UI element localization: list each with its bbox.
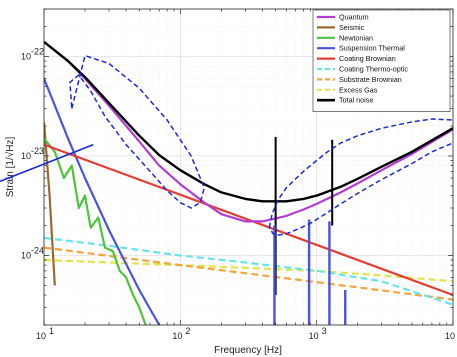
dashed-contour — [268, 118, 453, 236]
annotation-line — [0, 143, 94, 183]
series-line-total-noise — [44, 40, 453, 203]
x-tick-label: 10 — [309, 331, 319, 341]
x-tick-label: 10 — [36, 331, 46, 341]
legend-box — [312, 9, 451, 112]
y-tick-label-exponent: -22 — [31, 46, 44, 56]
legend-entry: Newtonian — [339, 33, 373, 42]
plot-lines — [44, 40, 453, 325]
x-tick-label-exponent: 1 — [49, 326, 54, 336]
legend-entry: Excess Gas — [339, 85, 378, 94]
y-axis-label: Strain [1/√Hz] — [4, 137, 16, 198]
x-tick-label: 10 — [445, 331, 455, 341]
x-tick-label: 10 — [172, 331, 182, 341]
plot-frame — [43, 8, 454, 326]
x-axis-label: Frequency [Hz] — [214, 345, 282, 356]
legend-entry: Coating Thermo-optic — [339, 65, 408, 74]
y-tick-label: 10 — [21, 51, 31, 61]
series-line-newtonian — [44, 137, 147, 325]
series-line-seismic — [44, 121, 56, 286]
legend-entry: Seismic — [339, 23, 365, 32]
y-tick-label-exponent: -24 — [31, 245, 44, 255]
legend-entry: Substrate Brownian — [339, 75, 402, 84]
series-line-coating-brownian — [44, 143, 453, 297]
legend-entry: Suspension Thermal — [339, 44, 405, 53]
x-tick-label-exponent: 3 — [322, 326, 327, 336]
x-tick-labels: 101102103104 — [36, 326, 455, 341]
legend-entry: Total noise — [339, 96, 373, 105]
y-tick-label: 10 — [21, 151, 31, 161]
y-tick-label-exponent: -23 — [31, 146, 44, 156]
series-line-suspension-thermal — [44, 78, 161, 325]
legend-entry: Quantum — [339, 13, 369, 22]
dashed-contour — [69, 54, 206, 209]
series-line-excess-gas — [44, 258, 453, 283]
series-line-substrate-brownian — [44, 246, 453, 301]
y-tick-label: 10 — [21, 250, 31, 260]
series-line-quantum — [44, 41, 453, 223]
x-tick-label-exponent: 2 — [185, 326, 190, 336]
series-line-coating-thermo-optic — [44, 236, 453, 306]
legend-entry: Coating Brownian — [339, 54, 396, 63]
